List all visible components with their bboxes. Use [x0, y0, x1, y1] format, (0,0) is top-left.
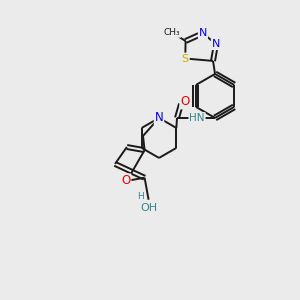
Text: N: N — [154, 111, 164, 124]
Text: O: O — [121, 174, 130, 187]
Text: OH: OH — [140, 203, 157, 213]
Text: H: H — [137, 192, 144, 201]
Text: CH₃: CH₃ — [164, 28, 180, 37]
Text: N: N — [212, 39, 220, 49]
Text: O: O — [180, 95, 190, 108]
Text: HN: HN — [189, 113, 205, 123]
Text: N: N — [199, 28, 207, 38]
Text: S: S — [182, 53, 189, 64]
